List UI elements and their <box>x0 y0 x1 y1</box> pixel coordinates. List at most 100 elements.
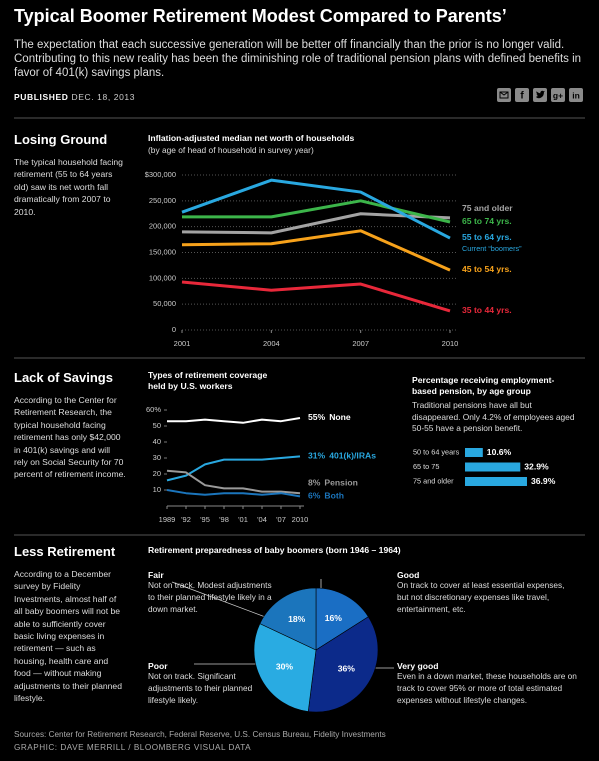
section-heading: Less Retirement <box>14 544 116 559</box>
slice-name: Fair <box>148 570 164 580</box>
bar <box>465 477 527 486</box>
y-tick-label: 20 <box>153 469 161 478</box>
pie-slice <box>315 587 369 651</box>
annotation: Current “boomers” <box>462 244 522 253</box>
linkedin-icon[interactable] <box>569 88 583 102</box>
x-tick-label: 2010 <box>292 515 309 524</box>
series-line <box>181 280 451 313</box>
slice-note: Fair Not on track. Modest adjustments to… <box>148 570 273 615</box>
legend-entry: Both <box>324 491 344 501</box>
credit: GRAPHIC: DAVE MERRILL / BLOOMBERG VISUAL… <box>14 743 252 752</box>
slice-label: 36% <box>338 664 356 674</box>
email-glyph <box>499 91 509 99</box>
facebook-icon[interactable] <box>515 88 529 102</box>
category-label: 75 and older <box>413 476 454 485</box>
page-subtitle: The expectation that each successive gen… <box>14 39 582 79</box>
chart-title: Types of retirement coverage held by U.S… <box>148 370 268 391</box>
twitter-glyph <box>536 90 545 99</box>
y-tick-label: $300,000 <box>145 170 176 179</box>
series-label: 75 and older <box>462 203 513 213</box>
leader-line <box>171 581 269 619</box>
slice-note: Very good Even in a down market, these h… <box>397 661 577 706</box>
value-label: 36.9% <box>531 476 556 486</box>
series-label: 35 to 44 yrs. <box>462 305 512 315</box>
sources: Sources: Center for Retirement Research,… <box>14 730 386 739</box>
y-tick-label: 0 <box>172 325 176 334</box>
x-tick-label: '98 <box>219 515 229 524</box>
series-line <box>166 469 301 495</box>
published: PUBLISHED DEC. 18, 2013 <box>14 92 135 102</box>
legend-entry: Pension <box>324 478 357 488</box>
y-tick-label: 100,000 <box>149 273 176 282</box>
share-label: g+ <box>553 90 563 100</box>
y-tick-label: 30 <box>153 453 161 462</box>
slice-description: On track to cover at least essential exp… <box>397 580 565 614</box>
series-label: 65 to 74 yrs. <box>462 216 512 226</box>
legend-entry: 401(k)/IRAs <box>329 451 376 461</box>
bar <box>465 448 483 457</box>
legend-entry: 75 and older <box>462 203 513 213</box>
slice-description: Not on track. Significant adjustments to… <box>148 671 253 705</box>
series-line <box>181 178 451 240</box>
series-line <box>166 455 301 482</box>
share-label: in <box>572 90 580 100</box>
pie-slice <box>259 587 317 651</box>
value-label: 32.9% <box>524 461 549 471</box>
chart-title: Retirement preparedness of baby boomers … <box>148 545 401 555</box>
x-tick-label: 2010 <box>442 339 459 348</box>
series-label: 31% 401(k)/IRAs <box>308 451 376 461</box>
legend-entry: 55 to 64 yrs. <box>462 232 512 242</box>
y-tick-label: 150,000 <box>149 247 176 256</box>
x-tick-label: '01 <box>238 515 248 524</box>
y-tick-label: 40 <box>153 437 161 446</box>
share-label: f <box>520 91 524 102</box>
series-line <box>167 417 301 424</box>
pie-slice <box>307 616 379 713</box>
x-tick-label: 2001 <box>174 339 191 348</box>
value-label: 55% <box>308 412 326 422</box>
series-label: 55% None <box>308 412 351 422</box>
x-tick-label: '95 <box>200 515 210 524</box>
value-label: 8% <box>308 478 321 488</box>
series-line <box>166 489 301 498</box>
slice-note: Poor Not on track. Significant adjustmen… <box>148 661 273 706</box>
slice-description: Not on track. Modest adjustments to thei… <box>148 580 272 614</box>
chart-title: Inflation-adjusted median net worth of h… <box>148 133 355 143</box>
chart-title: Percentage receiving employment-based pe… <box>412 375 555 396</box>
legend-entry: 65 to 74 yrs. <box>462 216 512 226</box>
published-date: DEC. 18, 2013 <box>71 92 136 102</box>
google-plus-icon[interactable] <box>551 88 565 102</box>
series-line <box>182 199 451 224</box>
series-label: 6% Both <box>308 491 344 501</box>
x-tick-label: 2007 <box>352 339 369 348</box>
category-label: 50 to 64 years <box>413 447 460 456</box>
y-tick-label: 60% <box>146 405 161 414</box>
slice-label: 16% <box>325 613 343 623</box>
slice-label: 18% <box>288 614 306 624</box>
value-label: 31% <box>308 451 326 461</box>
x-tick-label: 1989 <box>159 515 176 524</box>
y-tick-label: 200,000 <box>149 222 176 231</box>
chart-subtitle: Traditional pensions have all but disapp… <box>412 400 575 433</box>
y-tick-label: 10 <box>153 485 161 494</box>
slice-note: Good On track to cover at least essentia… <box>397 570 567 615</box>
x-tick-label: 2004 <box>263 339 280 348</box>
section-text: The typical household facing retirement … <box>14 157 123 217</box>
slice-name: Very good <box>397 661 439 671</box>
page-title: Typical Boomer Retirement Modest Compare… <box>14 6 507 26</box>
section-heading: Losing Ground <box>14 132 108 147</box>
share-icons: f g+ in <box>497 88 583 102</box>
section-text: According to the Center for Retirement R… <box>14 395 126 480</box>
category-label: 65 to 75 <box>413 462 439 471</box>
legend-entry: 45 to 54 yrs. <box>462 264 512 274</box>
slice-name: Poor <box>148 661 168 671</box>
x-tick-label: '92 <box>181 515 191 524</box>
slice-label: 30% <box>276 662 294 672</box>
series-label: 55 to 64 yrs. <box>462 232 512 242</box>
published-label: PUBLISHED <box>14 92 69 102</box>
legend-entry: None <box>329 412 351 422</box>
bar <box>465 462 521 472</box>
slice-description: Even in a down market, these households … <box>397 671 577 705</box>
